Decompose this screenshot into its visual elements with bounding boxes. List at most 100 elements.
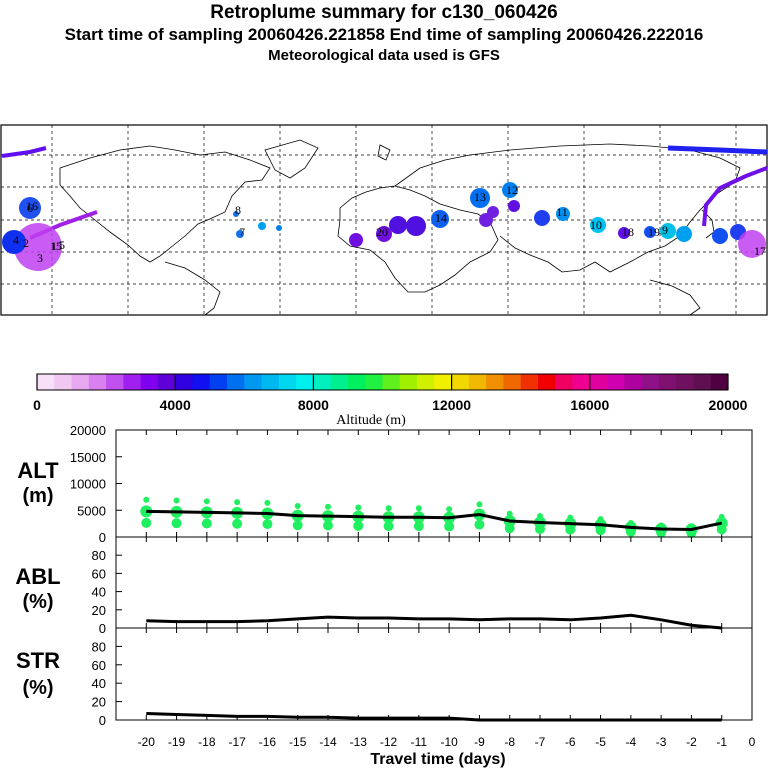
plume-day-label: 18 (622, 225, 634, 239)
str-panel-unit: (%) (22, 677, 53, 699)
plume-blob (644, 226, 656, 238)
x-tick-label: -15 (289, 735, 307, 749)
alt-scatter-point (383, 521, 394, 532)
colorbar-swatch (296, 374, 314, 390)
x-tick-label: -3 (656, 735, 667, 749)
plume-day-label: 6 (27, 201, 33, 215)
x-axis-label: Travel time (days) (370, 751, 505, 768)
y-tick-label: 40 (92, 585, 106, 600)
y-tick-label: 60 (92, 658, 106, 673)
alt-scatter-point (355, 504, 362, 511)
alt-scatter-point (353, 520, 364, 531)
panel-frame (115, 536, 753, 629)
alt-scatter-point (718, 513, 725, 520)
y-tick-label: 5000 (77, 503, 106, 518)
plume-day-label: 11 (556, 205, 568, 219)
colorbar-swatch (399, 374, 418, 390)
alt-panel-label: ALT (17, 458, 59, 483)
plume-blob (276, 225, 282, 231)
alt-scatter-point (171, 518, 182, 529)
colorbar-swatch (123, 374, 142, 390)
alt-scatter-point (232, 518, 243, 529)
y-tick-label: 40 (92, 676, 106, 691)
abl-series-line (146, 613, 722, 630)
alt-scatter-point (413, 521, 424, 532)
y-tick-label: 15000 (70, 450, 106, 465)
alt-scatter-point (476, 501, 483, 508)
y-tick-label: 0 (99, 621, 106, 636)
colorbar-swatch (537, 374, 556, 390)
colorbar-tick-label: 8000 (298, 397, 329, 413)
colorbar-tick-label: 12000 (432, 397, 471, 413)
colorbar-swatch (572, 374, 591, 390)
y-tick-label: 0 (99, 530, 106, 545)
colorbar-swatch (589, 374, 608, 390)
colorbar-swatch (417, 374, 435, 390)
plume-day-label: 12 (506, 183, 518, 197)
colorbar-swatch (451, 374, 470, 390)
colorbar-tick-label: 16000 (570, 397, 609, 413)
plume-blob (389, 216, 407, 234)
colorbar-swatch (503, 374, 522, 390)
x-tick-label: -6 (565, 735, 576, 749)
colorbar-swatch (607, 374, 625, 390)
panel-frame (115, 429, 753, 538)
x-tick-label: -17 (228, 735, 246, 749)
alt-scatter-point (234, 499, 241, 506)
x-tick-label: -9 (474, 735, 485, 749)
x-tick-label: -10 (440, 735, 458, 749)
colorbar-swatch (555, 374, 574, 390)
alt-scatter-point (325, 503, 331, 510)
sampling-time-line: Start time of sampling 20060426.221858 E… (64, 25, 704, 44)
x-tick-label: -20 (138, 735, 156, 749)
alt-scatter-point (294, 502, 301, 509)
colorbar-tick-label: 20000 (709, 397, 748, 413)
alt-scatter-point (141, 517, 152, 528)
x-tick-label: -18 (198, 735, 216, 749)
colorbar-swatch (278, 374, 297, 390)
alt-scatter-point (688, 523, 695, 530)
alt-scatter-point (567, 514, 574, 521)
x-tick-label: -2 (686, 735, 697, 749)
plume-blob (376, 226, 392, 242)
alt-scatter-point (203, 498, 210, 505)
x-tick-label: -1 (716, 735, 727, 749)
plume-day-label: 2 (23, 236, 29, 250)
alt-scatter-point (506, 510, 513, 517)
colorbar-swatch (88, 374, 107, 390)
alt-scatter-point (446, 506, 453, 513)
colorbar-swatch (676, 374, 694, 390)
colorbar-swatch (365, 374, 383, 390)
x-tick-label: -13 (350, 735, 368, 749)
plume-blob (738, 230, 766, 258)
plume-blob (14, 223, 62, 271)
alt-scatter-point (415, 505, 422, 512)
plume-day-label: 16 (26, 199, 38, 213)
y-tick-label: 20 (92, 695, 106, 710)
colorbar-swatch (468, 374, 487, 390)
colorbar-swatch (192, 374, 211, 390)
plume-day-label: 15 (50, 239, 62, 253)
plume-blob (470, 188, 490, 208)
plume-blobs (2, 182, 766, 271)
plume-day-label: 13 (474, 190, 486, 204)
alt-panel-unit: (m) (22, 485, 53, 507)
plume-day-label: 7 (239, 225, 245, 239)
colorbar-swatch (54, 374, 73, 390)
abl-panel-unit: (%) (22, 591, 53, 613)
colorbar-swatch (209, 374, 228, 390)
colorbar-swatch (175, 374, 193, 390)
y-tick-label: 80 (92, 639, 106, 654)
plume-blob (19, 197, 41, 219)
y-tick-label: 20000 (70, 423, 106, 438)
plume-blob (406, 216, 426, 236)
plume-day-label: 20 (376, 225, 388, 239)
panel-frame (115, 627, 753, 721)
plume-blob (712, 228, 728, 244)
alt-scatter-point (385, 505, 392, 512)
colorbar-swatch (157, 374, 176, 390)
plume-blob (349, 233, 363, 247)
